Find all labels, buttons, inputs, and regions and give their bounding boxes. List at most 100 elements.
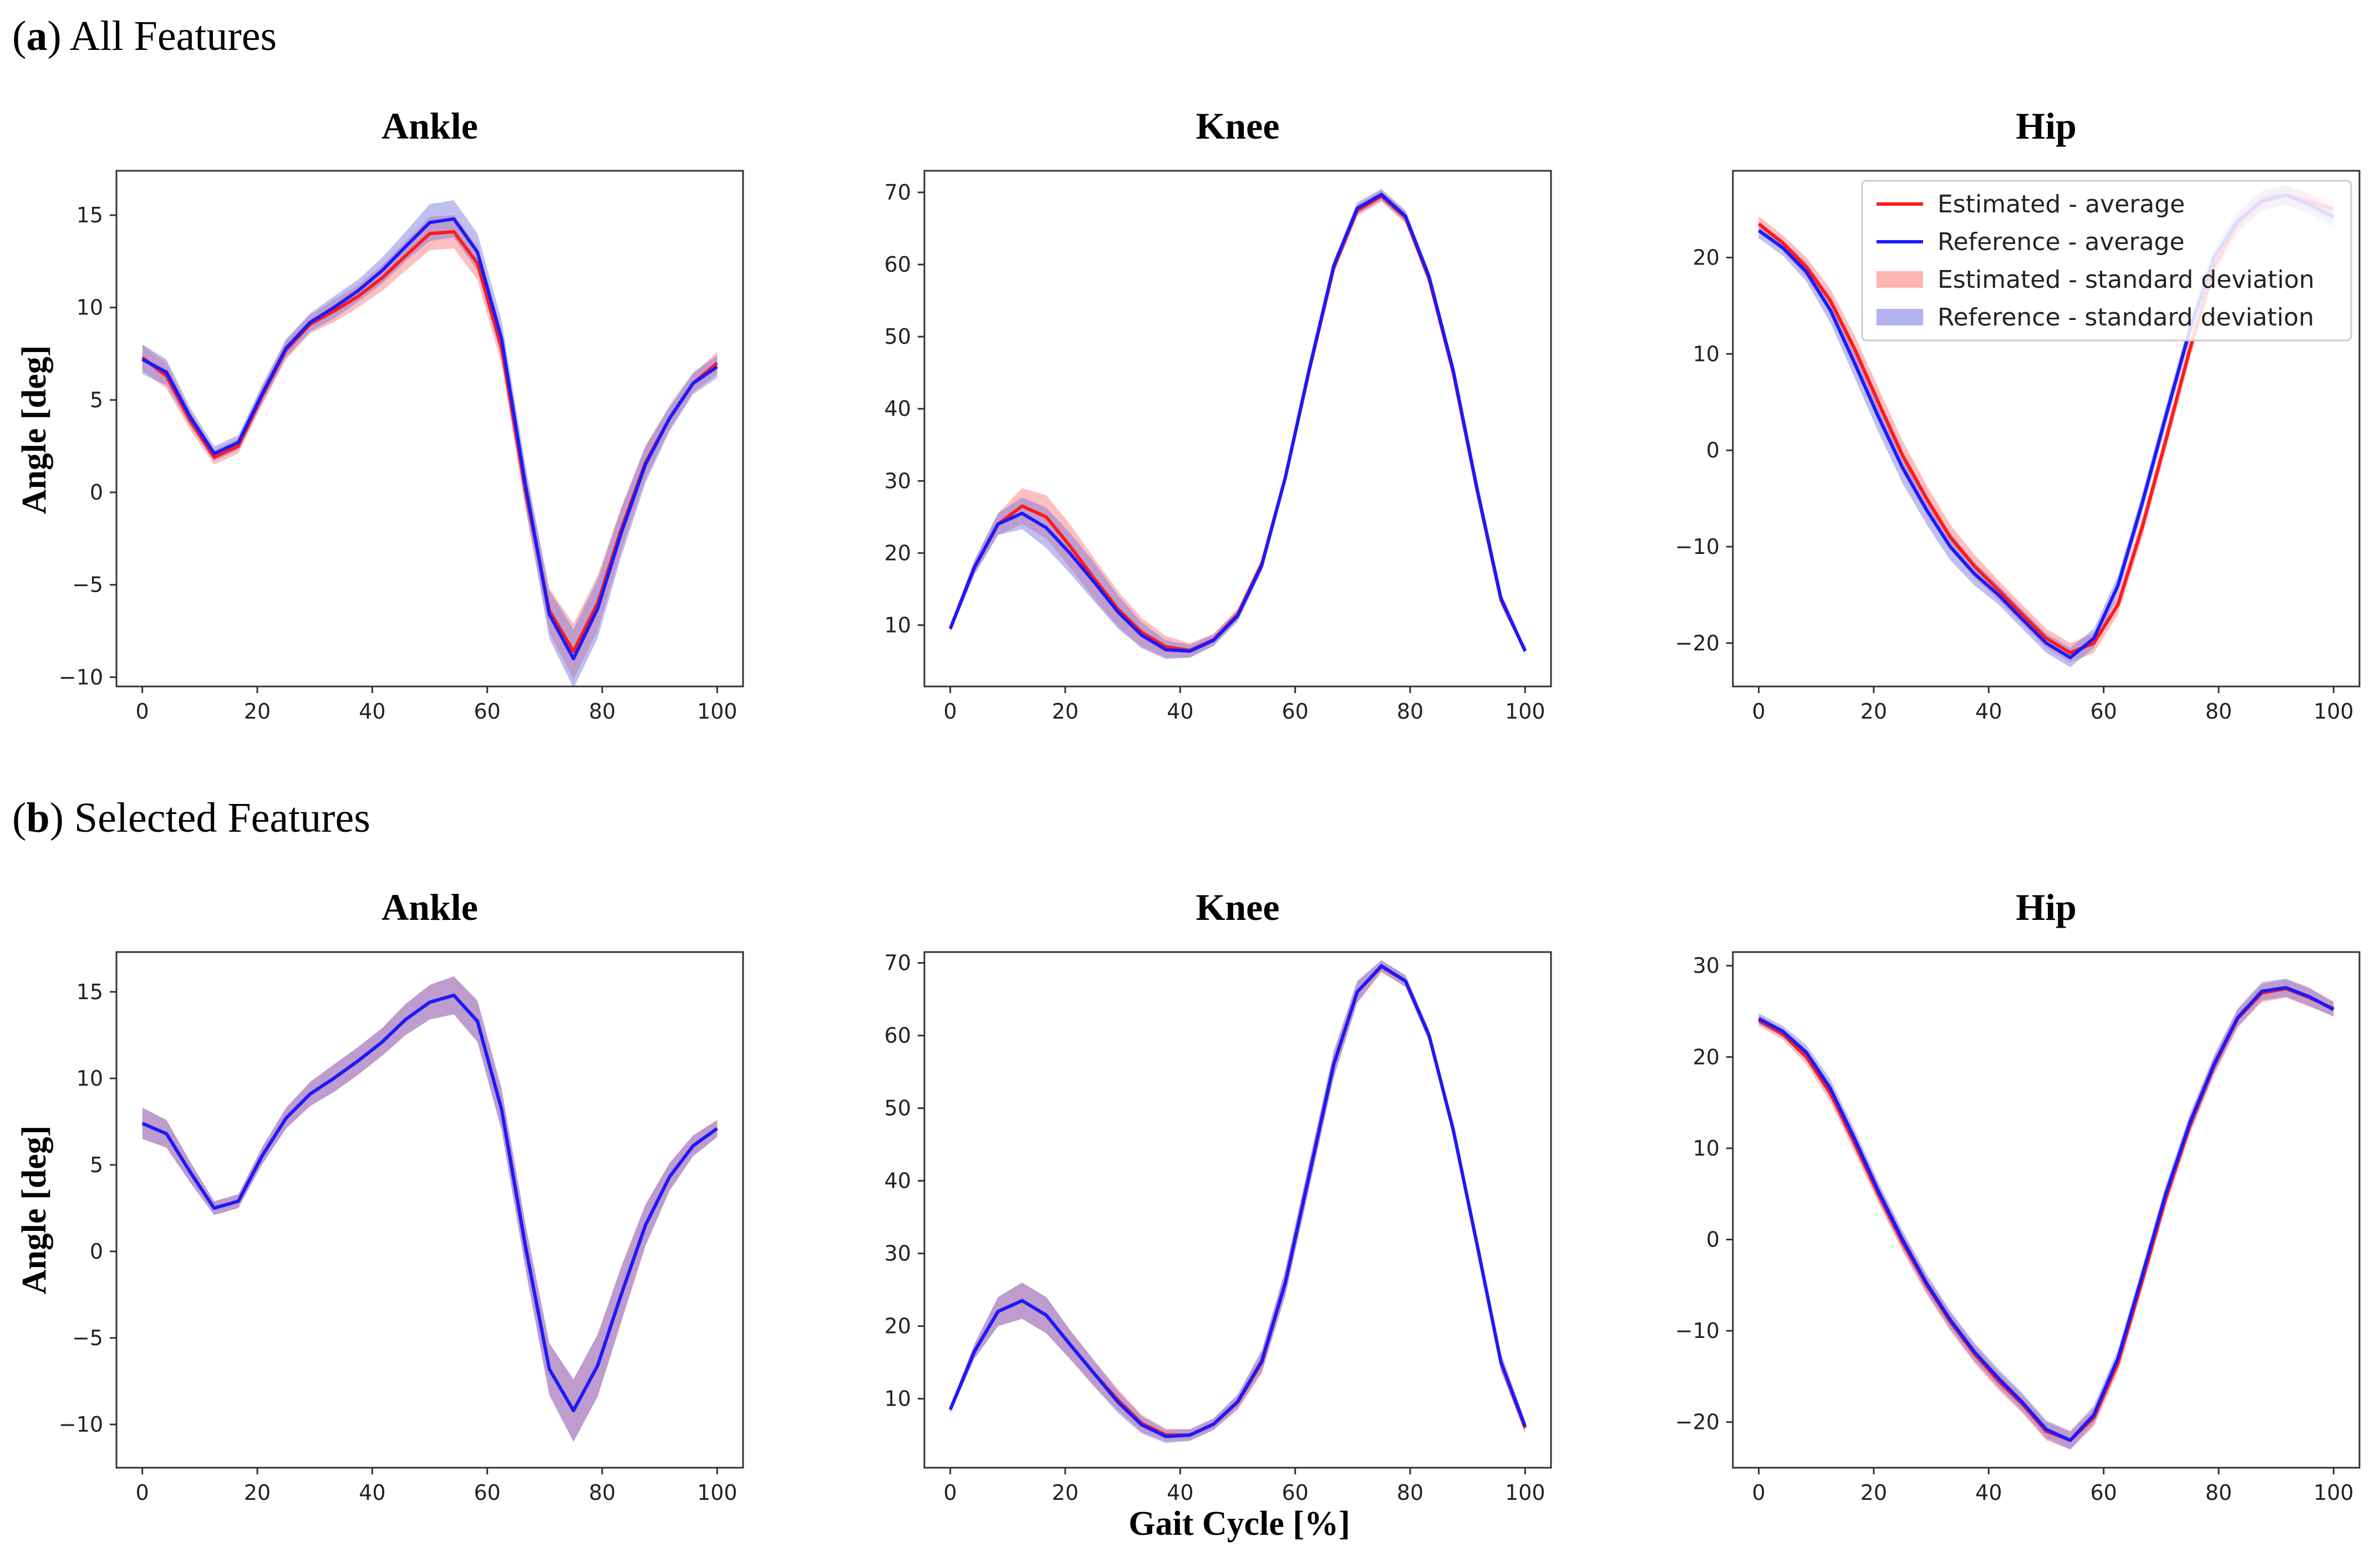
y-tick-label-a-hip: 0 [1706, 438, 1720, 462]
y-tick-label-b-hip: 0 [1706, 1227, 1720, 1251]
plot-area-a-ankle [141, 200, 719, 686]
y-tick-label-a-knee: 10 [884, 613, 911, 637]
panel-a-hip: Hip 0 20 40 60 80 100 −20 −10 0 10 20 Estimated - av… [1675, 105, 2361, 724]
y-tick-label-a-ankle: 0 [90, 480, 103, 505]
panel-title-b-ankle: Ankle [382, 886, 478, 928]
y-tick-label-b-knee: 60 [884, 1024, 911, 1048]
x-tick-label-a-hip: 80 [2205, 699, 2232, 724]
section-b-title: Selected Features [74, 795, 370, 841]
x-axis-label: Gait Cycle [%] [1128, 1505, 1350, 1543]
legend: Estimated - average Reference - average Es… [1861, 180, 2352, 342]
x-tick-label-a-ankle: 60 [474, 699, 500, 724]
y-tick-label-b-knee: 40 [884, 1169, 911, 1193]
y-tick-label-b-ankle: 0 [90, 1239, 103, 1264]
panel-b-knee: Knee 0 20 40 60 80 100 10 20 30 40 50 60 70 [884, 886, 1552, 1505]
panel-a-ankle: Ankle Angle [deg] 0 20 40 60 80 100 −10 −5 0 5 10 15 [16, 105, 744, 724]
x-tick-label-b-knee: 80 [1397, 1480, 1423, 1505]
y-tick-label-a-hip: 20 [1693, 245, 1720, 269]
x-tick-label-b-ankle: 20 [244, 1480, 271, 1505]
y-tick-label-b-ankle: −10 [59, 1412, 103, 1437]
x-tick-label-a-ankle: 80 [589, 699, 616, 724]
y-tick-label-b-knee: 50 [884, 1096, 911, 1121]
legend-label-2: Estimated - standard deviation [1937, 266, 2315, 294]
y-tick-label-a-knee: 70 [884, 180, 911, 205]
legend-swatch-3 [1876, 309, 1923, 325]
x-tick-label-a-knee: 40 [1167, 699, 1193, 724]
legend-label-0: Estimated - average [1937, 190, 2185, 218]
y-tick-label-b-ankle: 5 [90, 1153, 103, 1177]
plot-area-b-hip [1758, 978, 2335, 1450]
y-tick-label-a-ankle: −5 [72, 573, 103, 597]
x-tick-label-a-hip: 20 [1860, 699, 1887, 724]
x-tick-label-a-knee: 0 [944, 699, 957, 724]
y-tick-label-a-knee: 50 [884, 324, 911, 349]
section-b-label: (b) Selected Features [12, 795, 370, 841]
x-tick-label-a-knee: 20 [1052, 699, 1079, 724]
x-tick-label-b-knee: 0 [944, 1480, 957, 1505]
y-tick-label-a-hip: 10 [1693, 342, 1720, 366]
reference-average-line-a-ankle [141, 217, 719, 660]
x-tick-label-b-hip: 40 [1975, 1480, 2002, 1505]
y-tick-label-b-hip: −20 [1675, 1410, 1720, 1434]
y-tick-label-b-ankle: 10 [77, 1066, 103, 1091]
y-tick-label-a-knee: 60 [884, 252, 911, 277]
y-tick-label-b-knee: 30 [884, 1241, 911, 1266]
panel-title-a-hip: Hip [2016, 105, 2077, 147]
reference-average-line-a-knee [948, 192, 1527, 653]
y-tick-label-b-knee: 20 [884, 1314, 911, 1339]
y-axis-label-a-ankle: Angle [deg] [16, 345, 53, 515]
y-tick-label-b-ankle: 15 [77, 980, 103, 1004]
y-tick-label-a-ankle: 15 [77, 203, 103, 227]
x-tick-label-b-ankle: 100 [697, 1480, 738, 1505]
x-tick-label-b-hip: 60 [2090, 1480, 2117, 1505]
y-tick-label-b-hip: 20 [1693, 1045, 1720, 1069]
axes-frame-a-hip [1732, 170, 2361, 688]
y-tick-label-b-hip: 10 [1693, 1136, 1720, 1161]
plot-area-b-knee [948, 960, 1527, 1443]
x-tick-label-b-hip: 100 [2313, 1480, 2354, 1505]
legend-swatch-2 [1876, 271, 1923, 288]
x-tick-label-a-hip: 40 [1975, 699, 2002, 724]
y-tick-label-b-hip: 30 [1693, 954, 1720, 978]
y-tick-label-a-hip: −10 [1675, 535, 1720, 559]
y-tick-label-b-knee: 70 [884, 951, 911, 975]
x-tick-label-a-ankle: 20 [244, 699, 271, 724]
x-tick-label-b-knee: 20 [1052, 1480, 1079, 1505]
x-tick-label-b-ankle: 0 [136, 1480, 149, 1505]
x-tick-label-a-ankle: 40 [359, 699, 385, 724]
x-tick-label-a-hip: 100 [2313, 699, 2354, 724]
plot-area-a-knee [948, 189, 1527, 659]
panel-title-a-knee: Knee [1196, 105, 1279, 147]
x-tick-label-a-knee: 100 [1505, 699, 1545, 724]
y-tick-label-a-knee: 40 [884, 396, 911, 421]
x-tick-label-a-ankle: 0 [136, 699, 149, 724]
y-tick-label-a-ankle: 10 [77, 296, 103, 320]
x-tick-label-a-knee: 80 [1397, 699, 1423, 724]
x-tick-label-b-hip: 80 [2205, 1480, 2232, 1505]
y-axis-label-b-ankle: Angle [deg] [16, 1126, 53, 1295]
x-tick-label-b-hip: 0 [1752, 1480, 1766, 1505]
reference-average-line-b-knee [948, 964, 1527, 1438]
x-tick-label-b-knee: 100 [1505, 1480, 1545, 1505]
legend-box [1861, 180, 2352, 342]
x-tick-label-b-ankle: 60 [474, 1480, 500, 1505]
x-tick-label-b-ankle: 80 [589, 1480, 616, 1505]
y-tick-label-b-hip: −10 [1675, 1319, 1720, 1343]
legend-label-1: Reference - average [1937, 228, 2185, 256]
axes-frame-a-ankle [115, 170, 744, 688]
y-tick-label-a-ankle: 5 [90, 388, 103, 412]
axes-frame-a-knee [923, 170, 1552, 688]
y-tick-label-b-knee: 10 [884, 1387, 911, 1411]
x-tick-label-a-hip: 60 [2090, 699, 2117, 724]
x-tick-label-b-ankle: 40 [359, 1480, 385, 1505]
reference-average-line-b-ankle [141, 994, 719, 1412]
x-tick-label-b-knee: 40 [1167, 1480, 1193, 1505]
axes-frame-b-ankle [115, 951, 744, 1469]
panel-title-b-knee: Knee [1196, 886, 1279, 928]
x-tick-label-a-knee: 60 [1281, 699, 1308, 724]
plot-area-b-ankle [141, 976, 719, 1442]
x-tick-label-b-knee: 60 [1281, 1480, 1308, 1505]
y-tick-label-a-knee: 20 [884, 541, 911, 565]
